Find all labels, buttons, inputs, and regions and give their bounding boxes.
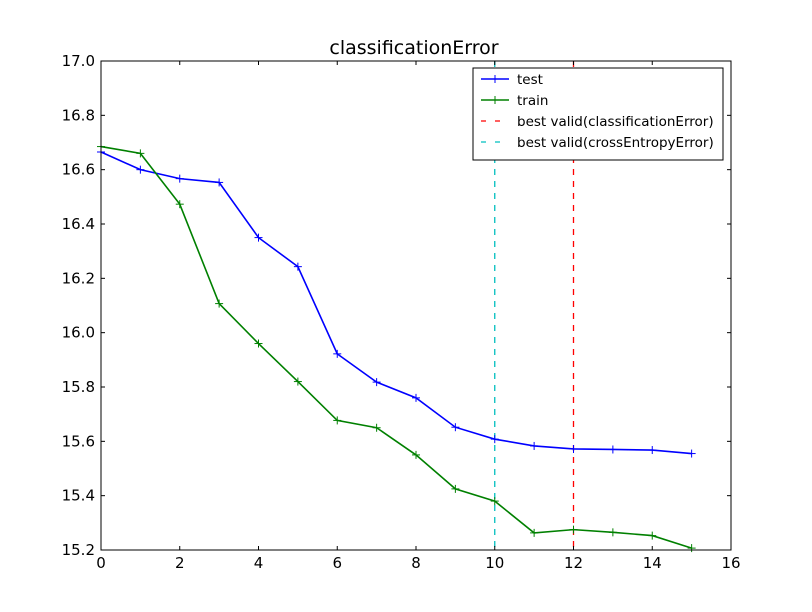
data-point-train-3 bbox=[215, 299, 224, 308]
x-tick-label: 4 bbox=[254, 554, 264, 572]
axes: 0 2 4 6 8 10 12 14 16 15.2 15.4 15.6 15.8 16.0 16.2 16.… bbox=[62, 52, 741, 572]
legend-box bbox=[472, 67, 724, 161]
legend-label: best valid(crossEntropyError) bbox=[517, 135, 714, 151]
y-tick-label: 15.4 bbox=[62, 487, 95, 505]
data-point-train-8 bbox=[412, 450, 420, 459]
x-tick-label: 14 bbox=[643, 554, 662, 572]
data-point-test-4 bbox=[254, 233, 263, 242]
legend-entry-1: train bbox=[481, 93, 548, 109]
x-tick-label: 6 bbox=[332, 554, 342, 572]
x-tick-label: 8 bbox=[411, 554, 421, 572]
data-point-test-12 bbox=[569, 444, 578, 453]
x-tick-label: 12 bbox=[564, 554, 583, 572]
x-tick-label: 10 bbox=[485, 554, 504, 572]
legend-label: test bbox=[517, 72, 543, 88]
data-point-test-6 bbox=[333, 349, 342, 358]
y-tick-label: 17.0 bbox=[62, 52, 95, 70]
y-tick-label: 15.6 bbox=[62, 432, 95, 450]
legend-label: best valid(classificationError) bbox=[517, 114, 714, 130]
data-point-train-7 bbox=[372, 423, 381, 432]
y-tick-label: 15.2 bbox=[62, 541, 95, 559]
y-tick-label: 15.8 bbox=[62, 378, 95, 396]
data-point-test-1 bbox=[136, 165, 145, 174]
data-point-test-13 bbox=[608, 445, 617, 454]
y-tick-label: 16.0 bbox=[62, 324, 95, 342]
series-line-train bbox=[100, 145, 692, 549]
data-point-train-6 bbox=[333, 416, 342, 425]
data-point-train-11 bbox=[530, 528, 539, 537]
legend-entry-0: test bbox=[481, 72, 543, 88]
data-point-train-14 bbox=[648, 531, 657, 540]
data-point-train-2 bbox=[175, 200, 184, 209]
data-point-train-4 bbox=[254, 339, 263, 348]
data-point-train-10 bbox=[490, 497, 499, 506]
y-tick-label: 16.6 bbox=[62, 161, 95, 179]
series-line-test bbox=[100, 151, 692, 455]
data-point-train-1 bbox=[136, 149, 145, 158]
data-point-train-9 bbox=[451, 484, 460, 493]
x-tick-label: 0 bbox=[96, 554, 106, 572]
data-point-test-7 bbox=[372, 378, 381, 387]
x-tick-label: 2 bbox=[175, 554, 185, 572]
x-tick-label: 16 bbox=[721, 554, 740, 572]
data-point-test-3 bbox=[215, 178, 224, 187]
legend-entry-3: best valid(crossEntropyError) bbox=[481, 135, 714, 151]
y-tick-label: 16.2 bbox=[62, 269, 95, 287]
data-point-test-10 bbox=[490, 435, 499, 444]
plot-area bbox=[97, 61, 696, 553]
y-tick-label: 16.4 bbox=[62, 215, 95, 233]
data-point-test-8 bbox=[412, 393, 420, 402]
chart-title: classificationError bbox=[329, 37, 498, 59]
data-point-train-5 bbox=[293, 377, 302, 386]
data-point-test-5 bbox=[293, 262, 302, 271]
data-point-train-15 bbox=[687, 544, 696, 553]
legend-label: train bbox=[517, 93, 548, 109]
data-point-train-13 bbox=[608, 528, 617, 537]
y-tick-label: 16.8 bbox=[62, 106, 95, 124]
data-point-test-15 bbox=[687, 449, 696, 458]
legend-entry-2: best valid(classificationError) bbox=[481, 114, 714, 130]
legend: test train best valid(classificationError)… bbox=[472, 67, 724, 161]
data-point-test-2 bbox=[175, 174, 184, 183]
data-point-test-11 bbox=[530, 441, 539, 450]
data-point-train-12 bbox=[569, 525, 578, 534]
data-point-test-9 bbox=[451, 423, 460, 432]
data-point-test-14 bbox=[648, 446, 657, 455]
